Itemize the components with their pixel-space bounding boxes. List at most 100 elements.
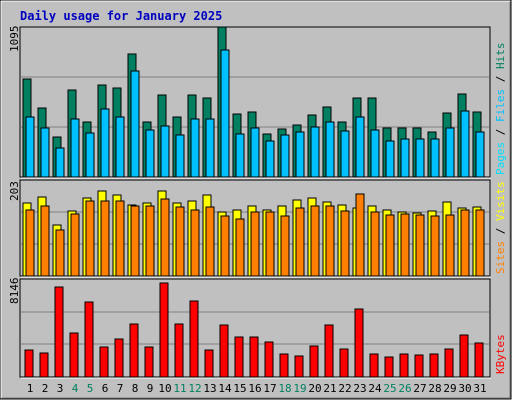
x-tick-day-19: 19 bbox=[293, 382, 306, 395]
x-tick-day-2: 2 bbox=[42, 382, 49, 395]
bar-sites-day-30 bbox=[460, 209, 470, 277]
bar-sites-day-12 bbox=[190, 209, 200, 277]
bar-files-day-1 bbox=[25, 116, 35, 178]
panel-bot: 8146 KBytes bbox=[8, 278, 507, 379]
top-legend: Pages / Files / Hits bbox=[494, 43, 507, 176]
bar-files-day-28 bbox=[430, 138, 440, 178]
bar-sites-day-5 bbox=[85, 200, 95, 277]
bar-sites-day-24 bbox=[370, 211, 380, 277]
x-tick-day-6: 6 bbox=[102, 382, 109, 395]
bar-sites-day-16 bbox=[250, 211, 260, 277]
bar-files-day-24 bbox=[370, 129, 380, 178]
bar-files-day-18 bbox=[280, 134, 290, 178]
bar-files-day-26 bbox=[400, 138, 410, 178]
bar-sites-day-7 bbox=[115, 200, 125, 277]
bar-kbytes-day-25 bbox=[384, 356, 394, 378]
x-tick-day-8: 8 bbox=[132, 382, 139, 395]
bar-sites-day-2 bbox=[40, 205, 50, 277]
bar-kbytes-day-31 bbox=[474, 342, 484, 378]
bot-max-label: 8146 bbox=[8, 278, 21, 305]
bar-files-day-2 bbox=[40, 127, 50, 178]
bar-kbytes-day-16 bbox=[249, 336, 259, 378]
panel-mid: 203 Sites / Visits bbox=[8, 179, 507, 278]
x-tick-day-5: 5 bbox=[87, 382, 94, 395]
bar-files-day-10 bbox=[160, 125, 170, 178]
bar-sites-day-3 bbox=[55, 229, 65, 277]
bar-sites-day-19 bbox=[295, 207, 305, 277]
x-tick-day-7: 7 bbox=[117, 382, 124, 395]
bar-sites-day-8 bbox=[130, 205, 140, 277]
legend-sep-2: / bbox=[494, 69, 507, 89]
bar-files-day-20 bbox=[310, 126, 320, 178]
legend-sep-3: / bbox=[494, 221, 507, 241]
x-tick-day-13: 13 bbox=[203, 382, 216, 395]
bar-kbytes-day-17 bbox=[264, 341, 274, 378]
bar-files-day-3 bbox=[55, 147, 65, 178]
bar-kbytes-day-14 bbox=[219, 324, 229, 378]
bar-sites-day-10 bbox=[160, 198, 170, 277]
bar-kbytes-day-23 bbox=[354, 308, 364, 378]
bar-sites-day-13 bbox=[205, 206, 215, 277]
mid-legend: Sites / Visits bbox=[494, 181, 507, 274]
bar-kbytes-day-13 bbox=[204, 349, 214, 378]
bar-files-day-12 bbox=[190, 118, 200, 178]
bot-legend: KBytes bbox=[494, 334, 507, 374]
bar-sites-day-4 bbox=[70, 213, 80, 277]
bar-files-day-23 bbox=[355, 116, 365, 178]
bar-sites-day-17 bbox=[265, 211, 275, 277]
bar-sites-day-18 bbox=[280, 215, 290, 277]
x-tick-day-12: 12 bbox=[188, 382, 201, 395]
legend-kbytes: KBytes bbox=[494, 334, 507, 374]
bar-kbytes-day-18 bbox=[279, 353, 289, 378]
x-tick-day-27: 27 bbox=[413, 382, 426, 395]
x-tick-day-29: 29 bbox=[443, 382, 456, 395]
bar-sites-day-21 bbox=[325, 205, 335, 277]
bar-files-day-6 bbox=[100, 108, 110, 178]
x-tick-day-24: 24 bbox=[368, 382, 382, 395]
x-tick-day-20: 20 bbox=[308, 382, 321, 395]
x-tick-day-3: 3 bbox=[57, 382, 64, 395]
x-tick-day-1: 1 bbox=[27, 382, 34, 395]
bar-kbytes-day-21 bbox=[324, 324, 334, 378]
bar-files-day-27 bbox=[415, 138, 425, 178]
bar-sites-day-31 bbox=[475, 209, 485, 277]
bar-kbytes-day-27 bbox=[414, 354, 424, 378]
legend-sites: Sites bbox=[494, 241, 507, 274]
bar-kbytes-day-1 bbox=[24, 349, 34, 378]
legend-hits: Hits bbox=[494, 43, 507, 70]
legend-sep-1: / bbox=[494, 122, 507, 142]
bar-sites-day-25 bbox=[385, 214, 395, 277]
bar-files-day-21 bbox=[325, 121, 335, 178]
bar-kbytes-day-29 bbox=[444, 348, 454, 378]
bar-kbytes-day-15 bbox=[234, 336, 244, 378]
bar-files-day-14 bbox=[220, 49, 230, 178]
x-tick-day-18: 18 bbox=[278, 382, 291, 395]
bar-kbytes-day-9 bbox=[144, 346, 154, 378]
bar-kbytes-day-26 bbox=[399, 353, 409, 378]
bar-files-day-29 bbox=[445, 127, 455, 178]
bar-kbytes-day-6 bbox=[99, 346, 109, 378]
top-max-label: 1095 bbox=[8, 26, 21, 53]
x-axis-labels: 1 2 3 4 5 6 7 8 9 10 11 12 13 14 15 16 17 18 19 20 21 22 23 24 2… bbox=[27, 382, 487, 395]
x-tick-day-22: 22 bbox=[338, 382, 351, 395]
bar-kbytes-day-4 bbox=[69, 332, 79, 378]
bar-kbytes-day-24 bbox=[369, 353, 379, 378]
x-tick-day-17: 17 bbox=[263, 382, 276, 395]
x-tick-day-11: 11 bbox=[173, 382, 186, 395]
bar-kbytes-day-30 bbox=[459, 334, 469, 378]
bar-sites-day-22 bbox=[340, 210, 350, 277]
x-tick-day-15: 15 bbox=[233, 382, 246, 395]
bar-sites-day-20 bbox=[310, 205, 320, 277]
bar-files-day-25 bbox=[385, 140, 395, 178]
bar-kbytes-day-20 bbox=[309, 345, 319, 378]
legend-files: Files bbox=[494, 89, 507, 122]
bar-files-day-4 bbox=[70, 118, 80, 178]
bar-sites-day-26 bbox=[400, 213, 410, 277]
x-tick-day-16: 16 bbox=[248, 382, 261, 395]
bar-files-day-31 bbox=[475, 131, 485, 178]
x-tick-day-10: 10 bbox=[158, 382, 171, 395]
bar-kbytes-day-7 bbox=[114, 338, 124, 378]
bar-sites-day-28 bbox=[430, 215, 440, 277]
bar-kbytes-day-11 bbox=[174, 323, 184, 378]
